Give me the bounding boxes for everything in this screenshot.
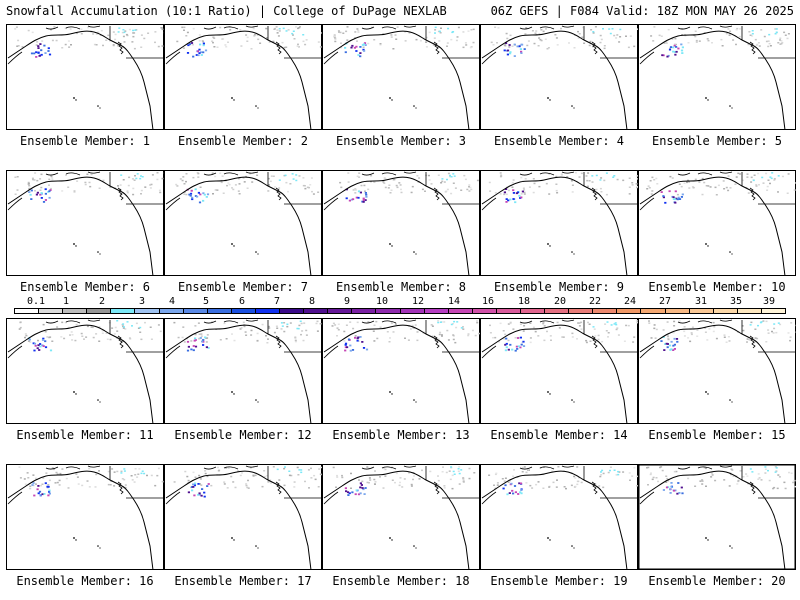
colorbar-tick-label: 20: [553, 296, 567, 307]
colorbar-legend: 0.1 1 2 3 4 5 6 7 8 9 10 12 14 16 18 20 22 24 27 31 35 39: [14, 296, 786, 318]
colorbar-tick-label: 31: [694, 296, 708, 307]
colorbar-tick-label: 5: [202, 296, 210, 307]
colorbar-swatch: [376, 309, 401, 313]
colorbar-swatch: [400, 309, 425, 313]
colorbar-swatch: [496, 309, 521, 313]
colorbar-swatch: [87, 309, 112, 313]
colorbar-swatch: [617, 309, 642, 313]
colorbar-swatch: [207, 309, 232, 313]
colorbar-swatch: [255, 309, 281, 313]
colorbar-swatch: [280, 309, 305, 313]
ensemble-member-label: Ensemble Member: 20: [648, 574, 786, 588]
colorbar-swatch: [135, 309, 160, 313]
ensemble-member-label: Ensemble Member: 18: [332, 574, 470, 588]
colorbar-tick-label: 0.1: [26, 296, 46, 307]
ensemble-member-label: Ensemble Member: 9: [493, 280, 625, 294]
colorbar-swatch: [472, 309, 497, 313]
ensemble-member-label: Ensemble Member: 15: [648, 428, 786, 442]
ensemble-member-label: Ensemble Member: 5: [651, 134, 783, 148]
ensemble-map-panel: [638, 170, 796, 276]
colorbar-swatch: [328, 309, 353, 313]
ensemble-map-panel: [322, 318, 480, 424]
ensemble-member-label: Ensemble Member: 6: [19, 280, 151, 294]
ensemble-map-panel: [480, 170, 638, 276]
colorbar-swatch: [352, 309, 377, 313]
ensemble-member-label: Ensemble Member: 8: [335, 280, 467, 294]
colorbar-swatch: [689, 309, 714, 313]
colorbar-swatch: [569, 309, 594, 313]
colorbar-tick-label: 35: [729, 296, 743, 307]
ensemble-member-label: Ensemble Member: 16: [16, 574, 154, 588]
header-title-right: 06Z GEFS | F084 Valid: 18Z MON MAY 26 20…: [490, 4, 794, 18]
ensemble-map-panel: [638, 318, 796, 424]
ensemble-member-label: Ensemble Member: 7: [177, 280, 309, 294]
colorbar-tick-label: 24: [623, 296, 637, 307]
colorbar-tick-label: 1: [62, 296, 70, 307]
colorbar-swatch: [545, 309, 570, 313]
ensemble-map-panel: [638, 24, 796, 130]
colorbar-swatch: [448, 309, 473, 313]
colorbar-tick-label: 2: [98, 296, 106, 307]
ensemble-map-panel: [164, 24, 322, 130]
colorbar-swatch: [424, 309, 449, 313]
ensemble-member-label: Ensemble Member: 10: [648, 280, 786, 294]
colorbar-swatch: [520, 309, 546, 313]
colorbar-swatch: [39, 309, 64, 313]
ensemble-member-label: Ensemble Member: 3: [335, 134, 467, 148]
colorbar-swatch: [231, 309, 256, 313]
colorbar-swatch: [15, 309, 40, 313]
ensemble-member-label: Ensemble Member: 19: [490, 574, 628, 588]
colorbar-tick-label: 7: [273, 296, 281, 307]
colorbar-tick-label: 12: [411, 296, 425, 307]
colorbar-swatch: [761, 309, 785, 313]
colorbar-tick-label: 22: [588, 296, 602, 307]
colorbar-tick-label: 9: [343, 296, 351, 307]
ensemble-member-label: Ensemble Member: 2: [177, 134, 309, 148]
ensemble-map-panel: [322, 170, 480, 276]
colorbar-swatch: [111, 309, 136, 313]
ensemble-map-panel: [6, 318, 164, 424]
colorbar-tick-label: 27: [658, 296, 672, 307]
ensemble-map-panel: [164, 464, 322, 570]
ensemble-member-label: Ensemble Member: 12: [174, 428, 312, 442]
ensemble-map-panel: [480, 24, 638, 130]
colorbar-swatch: [63, 309, 88, 313]
ensemble-map-panel: [480, 318, 638, 424]
ensemble-member-label: Ensemble Member: 14: [490, 428, 628, 442]
colorbar-tick-label: 3: [138, 296, 146, 307]
colorbar-swatch: [159, 309, 184, 313]
ensemble-map-panel: [322, 464, 480, 570]
ensemble-map-panel: [638, 464, 796, 570]
ensemble-member-label: Ensemble Member: 13: [332, 428, 470, 442]
colorbar-swatch: [737, 309, 762, 313]
ensemble-map-panel: [6, 24, 164, 130]
colorbar-tick-label: 8: [308, 296, 316, 307]
colorbar-swatch: [665, 309, 690, 313]
ensemble-member-label: Ensemble Member: 1: [19, 134, 151, 148]
colorbar-swatch: [183, 309, 208, 313]
colorbar-tick-label: 16: [481, 296, 495, 307]
colorbar-swatch: [713, 309, 738, 313]
ensemble-member-label: Ensemble Member: 11: [16, 428, 154, 442]
colorbar-tick-label: 14: [447, 296, 461, 307]
ensemble-map-panel: [6, 170, 164, 276]
ensemble-map-panel: [164, 170, 322, 276]
header-title-left: Snowfall Accumulation (10:1 Ratio) | Col…: [6, 4, 447, 18]
colorbar-swatch: [593, 309, 618, 313]
colorbar-tick-label: 4: [168, 296, 176, 307]
colorbar-swatch: [641, 309, 666, 313]
colorbar-swatch: [304, 309, 329, 313]
ensemble-member-label: Ensemble Member: 4: [493, 134, 625, 148]
ensemble-member-label: Ensemble Member: 17: [174, 574, 312, 588]
colorbar-tick-label: 18: [517, 296, 531, 307]
colorbar-tick-label: 10: [375, 296, 389, 307]
ensemble-map-panel: [164, 318, 322, 424]
ensemble-map-panel: [322, 24, 480, 130]
ensemble-map-panel: [480, 464, 638, 570]
colorbar-tick-label: 39: [762, 296, 776, 307]
ensemble-map-panel: [6, 464, 164, 570]
colorbar-tick-label: 6: [238, 296, 246, 307]
colorbar-swatches: [14, 308, 786, 314]
